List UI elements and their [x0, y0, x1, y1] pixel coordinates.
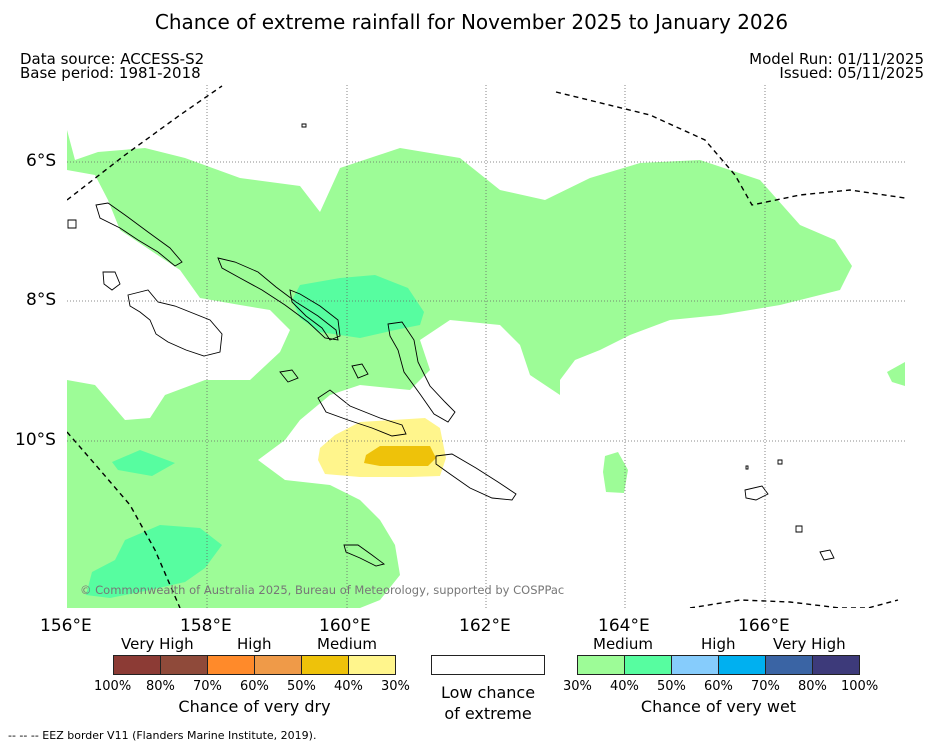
data-source-label: Data source: ACCESS-S2	[20, 50, 205, 68]
wet-swatch-6	[812, 655, 860, 675]
dry-high-label: High	[237, 635, 272, 653]
wet-high-label: High	[701, 635, 736, 653]
dry-swatch-1	[113, 655, 161, 675]
lat-label-8s: 8°S	[26, 290, 57, 310]
wet-swatch-3	[671, 655, 719, 675]
dry-swatch-2	[160, 655, 208, 675]
wet-medium-high-region-1	[292, 275, 424, 338]
malaita-island	[387, 321, 456, 423]
eez-borders	[67, 85, 905, 608]
wet-tick-50: 50%	[657, 679, 686, 694]
dry-swatch-4	[254, 655, 302, 675]
small-islet-4	[777, 459, 783, 465]
dry-swatch-6	[348, 655, 396, 675]
dry-swatch-3	[207, 655, 255, 675]
eez-footnote: -- -- -- EEZ border V11 (Flanders Marine…	[8, 729, 317, 742]
eez-border-north-east	[555, 91, 905, 206]
coastlines	[67, 123, 835, 567]
santa-isabel-island	[289, 289, 341, 341]
wet-swatch-4	[718, 655, 766, 675]
dry-medium-high-region	[364, 446, 436, 466]
dry-medium-label: Medium	[317, 635, 377, 653]
eez-border-north-west	[67, 85, 223, 201]
wet-tick-30: 30%	[563, 679, 592, 694]
small-islet-1	[279, 369, 299, 383]
small-islet-2	[351, 363, 369, 379]
lat-label-10s: 10°S	[15, 430, 56, 450]
map-title: Chance of extreme rainfall for November …	[154, 10, 789, 34]
dry-tick-70: 70%	[193, 679, 222, 694]
bougainville-island	[95, 202, 183, 267]
low-chance-swatch	[431, 655, 545, 675]
small-islet-5	[67, 219, 77, 229]
guadalcanal-island	[317, 389, 407, 437]
dry-tick-40: 40%	[334, 679, 363, 694]
ontong-java-islet	[301, 123, 307, 128]
wet-caption: Chance of very wet	[640, 697, 797, 716]
dry-very-high-label: Very High	[121, 635, 194, 653]
wet-medium-high-region-3	[86, 525, 222, 598]
lon-label-164e: 164°E	[598, 616, 650, 636]
lat-label-6s: 6°S	[26, 151, 57, 171]
low-chance-caption-line1: Low chance	[440, 683, 536, 702]
graticule	[67, 85, 905, 608]
wet-swatch-5	[765, 655, 813, 675]
lon-label-166e: 166°E	[738, 616, 790, 636]
wet-medium-region-south	[603, 452, 628, 493]
dry-tick-100: 100%	[94, 679, 132, 694]
wet-very-high-label: Very High	[773, 635, 846, 653]
wet-swatch-1	[577, 655, 625, 675]
makira-island	[435, 453, 517, 501]
wet-tick-80: 80%	[798, 679, 827, 694]
dry-caption: Chance of very dry	[178, 697, 331, 716]
base-period-label: Base period: 1981-2018	[20, 64, 201, 82]
new-georgia-island	[127, 289, 223, 357]
vella-lavella-island	[102, 271, 121, 291]
small-islet-3	[745, 465, 749, 470]
choiseul-island	[217, 257, 339, 341]
lon-label-160e: 160°E	[319, 616, 371, 636]
lon-label-162e: 162°E	[459, 616, 511, 636]
model-run-label: Model Run: 01/11/2025	[749, 50, 924, 68]
dry-tick-30: 30%	[381, 679, 410, 694]
dry-tick-80: 80%	[146, 679, 175, 694]
low-chance-caption-line2: of extreme	[444, 704, 532, 723]
copyright-credit: © Commonwealth of Australia 2025, Bureau…	[80, 583, 565, 597]
temotu-island-3	[819, 549, 835, 561]
temotu-island-2	[795, 525, 803, 533]
wet-tick-70: 70%	[751, 679, 780, 694]
wet-medium-high-region-2	[112, 450, 175, 476]
wet-medium-region-main	[67, 130, 852, 608]
eez-border-south-east	[689, 599, 899, 608]
wet-tick-40: 40%	[610, 679, 639, 694]
dry-swatch-5	[301, 655, 349, 675]
temotu-island-1	[744, 485, 769, 501]
wet-tick-60: 60%	[704, 679, 733, 694]
rennell-island	[343, 544, 386, 567]
dry-tick-60: 60%	[240, 679, 269, 694]
dry-tick-50: 50%	[287, 679, 316, 694]
lon-label-158e: 158°E	[180, 616, 232, 636]
wet-medium-label: Medium	[593, 635, 653, 653]
lon-label-156e: 156°E	[40, 616, 92, 636]
wet-medium-region-east	[887, 362, 905, 386]
issued-label: Issued: 05/11/2025	[779, 64, 924, 82]
wet-tick-100: 100%	[841, 679, 879, 694]
wet-swatch-2	[624, 655, 672, 675]
